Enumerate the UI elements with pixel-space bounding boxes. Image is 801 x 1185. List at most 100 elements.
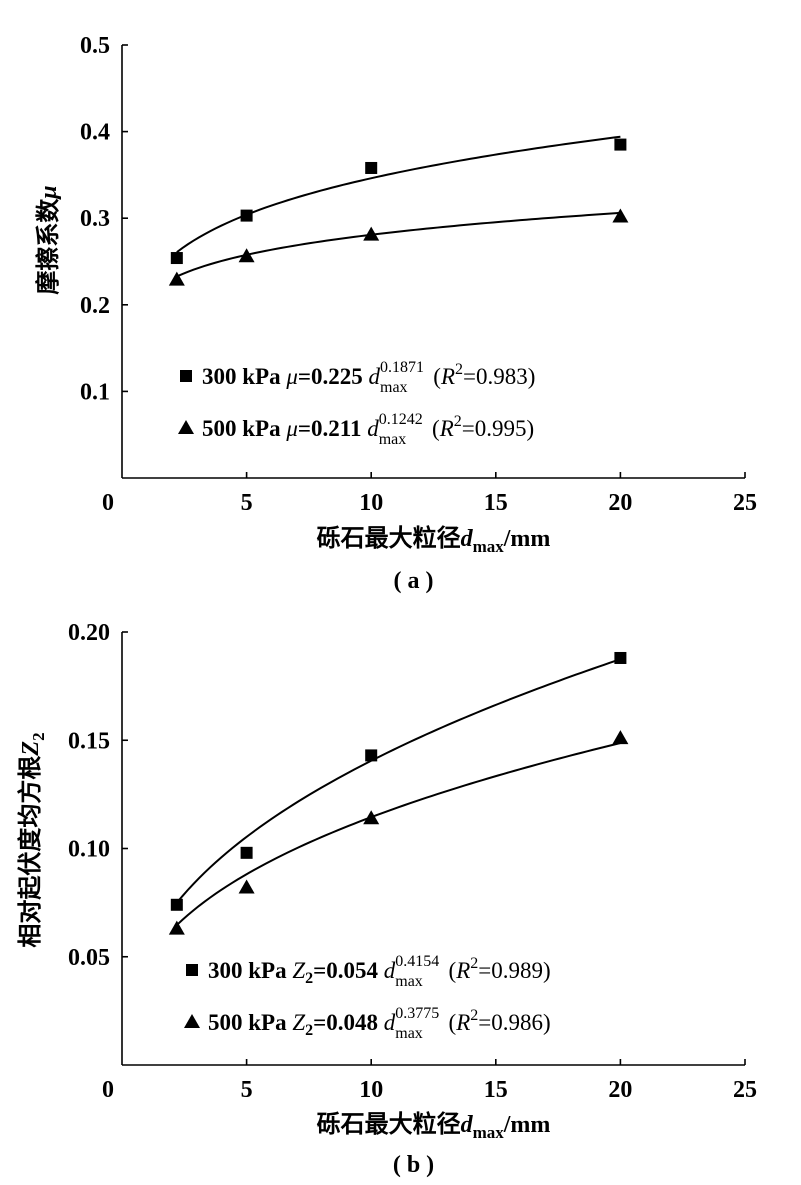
- legend-r-open: (: [426, 416, 439, 441]
- legend-pressure: 500 kPa: [208, 1010, 292, 1035]
- legend-pressure: 300 kPa: [208, 958, 292, 983]
- x-tick-label: 10: [359, 490, 383, 516]
- legend-d: d: [384, 1010, 396, 1035]
- legend-marker-triangle: [184, 1014, 200, 1028]
- legend-d: d: [384, 958, 396, 983]
- x-tick-label: 5: [241, 1077, 253, 1103]
- panel-a: 0 5 10 15 20 250.10.20.30.40.5砾石最大粒径dmax/mm摩擦…: [34, 33, 757, 594]
- legend-entry: 300 kPa μ=0.225 d0.1871 max (R2=0.983): [202, 359, 535, 396]
- data-point-triangle: [238, 879, 255, 894]
- legend-pressure: 500 kPa: [202, 416, 286, 441]
- data-point-square: [240, 846, 253, 859]
- y-tick-label: 0.15: [68, 728, 110, 754]
- x-axis-title-sub: max: [473, 537, 505, 556]
- legend-var: μ: [285, 364, 298, 389]
- y-axis-title-var: Z: [18, 741, 44, 757]
- legend-sub-max: max: [380, 379, 408, 396]
- data-point-triangle: [363, 810, 380, 825]
- legend-entry: 300 kPa Z2=0.054 d0.4154 max (R2=0.989): [208, 953, 551, 990]
- x-tick-label: 15: [484, 490, 508, 516]
- y-tick-label: 0.20: [68, 620, 110, 646]
- y-tick-label: 0.5: [80, 33, 110, 59]
- legend-r-exp: 2: [470, 955, 478, 972]
- fit-curve-500-kpa: [176, 742, 621, 926]
- data-point-triangle: [612, 730, 629, 745]
- legend-r-open: (: [428, 364, 441, 389]
- legend-exponent: 0.1871: [380, 359, 424, 376]
- y-axis-title-main: 摩擦系数: [34, 198, 62, 295]
- legend-r-value: =0.995): [462, 416, 534, 441]
- legend-exponent: 0.4154: [395, 953, 439, 970]
- legend-r-value: =0.989): [478, 958, 550, 983]
- legend-equation: =0.054: [313, 958, 384, 983]
- legend-equation: =0.211: [298, 416, 367, 441]
- legend-exponent: 0.3775: [395, 1005, 439, 1022]
- x-tick-label: 20: [608, 490, 632, 516]
- panel-b: 0 5 10 15 20 250.050.100.150.20砾石最大粒径dmax/mm相…: [16, 620, 757, 1178]
- fit-curve-300-kpa: [176, 658, 621, 904]
- x-tick-label: 10: [359, 1077, 383, 1103]
- data-point-square: [170, 898, 183, 911]
- legend-sub-max: max: [395, 1025, 423, 1042]
- legend-r-exp: 2: [454, 413, 462, 430]
- x-axis-title: 砾石最大粒径dmax/mm: [317, 1110, 551, 1142]
- legend-var-sub: 2: [305, 970, 313, 987]
- y-axis-title: 摩擦系数μ: [34, 185, 62, 294]
- y-axis-title-sub: 2: [29, 732, 48, 741]
- y-axis-title-var: μ: [36, 185, 62, 200]
- panel-label: ( a ): [394, 568, 434, 594]
- y-tick-label: 0.3: [80, 206, 110, 232]
- legend-var: Z: [292, 1010, 305, 1035]
- legend-equation: =0.048: [313, 1010, 384, 1035]
- x-tick-label: 0: [102, 490, 114, 516]
- fit-curve-500-kpa: [176, 211, 621, 278]
- y-tick-label: 0.1: [80, 379, 110, 405]
- x-axis-title-var: d: [461, 526, 474, 552]
- data-point-square: [170, 252, 183, 265]
- legend-var-sub: 2: [305, 1022, 313, 1039]
- legend-d: d: [367, 416, 379, 441]
- data-point-square: [614, 138, 627, 151]
- legend-r: R: [455, 1010, 470, 1035]
- y-tick-label: 0.10: [68, 837, 110, 863]
- x-axis-title-main: 砾石最大粒径: [317, 1110, 461, 1138]
- x-axis-title-var: d: [461, 1112, 474, 1138]
- y-tick-label: 0.2: [80, 293, 110, 319]
- data-point-square: [614, 651, 627, 664]
- fit-curve-300-kpa: [176, 135, 621, 253]
- legend-entry: 500 kPa Z2=0.048 d0.3775 max (R2=0.986): [208, 1005, 551, 1042]
- data-point-triangle: [238, 248, 255, 263]
- x-tick-label: 15: [484, 1077, 508, 1103]
- x-tick-label: 5: [241, 490, 253, 516]
- legend-sub-max: max: [395, 973, 423, 990]
- data-point-square: [365, 161, 378, 174]
- y-axis-title-main: 相对起伏度均方根: [16, 756, 44, 948]
- data-point-square: [365, 749, 378, 762]
- x-tick-label: 25: [733, 1077, 757, 1103]
- legend-r-exp: 2: [470, 1007, 478, 1024]
- legend-r: R: [455, 958, 470, 983]
- legend-equation: =0.225: [298, 364, 369, 389]
- legend-r-exp: 2: [455, 361, 463, 378]
- x-axis-title-sub: max: [473, 1123, 505, 1142]
- legend-r-value: =0.983): [463, 364, 535, 389]
- x-tick-label: 20: [608, 1077, 632, 1103]
- data-point-triangle: [612, 208, 629, 223]
- y-tick-label: 0.4: [80, 120, 110, 146]
- y-axis-title: 相对起伏度均方根Z2: [16, 732, 48, 947]
- legend-sub-max: max: [379, 431, 407, 448]
- x-axis-title-unit: /mm: [503, 526, 551, 552]
- legend-marker-square: [186, 964, 198, 976]
- legend-pressure: 300 kPa: [202, 364, 286, 389]
- panel-label: ( b ): [393, 1152, 434, 1178]
- legend-var: μ: [285, 416, 298, 441]
- x-axis-title-main: 砾石最大粒径: [317, 524, 461, 552]
- data-point-triangle: [363, 226, 380, 241]
- y-tick-label: 0.05: [68, 945, 110, 971]
- x-axis-title: 砾石最大粒径dmax/mm: [317, 524, 551, 556]
- x-tick-label: 25: [733, 490, 757, 516]
- legend-r: R: [439, 416, 454, 441]
- legend-exponent: 0.1242: [379, 411, 423, 428]
- legend-marker-triangle: [178, 420, 194, 434]
